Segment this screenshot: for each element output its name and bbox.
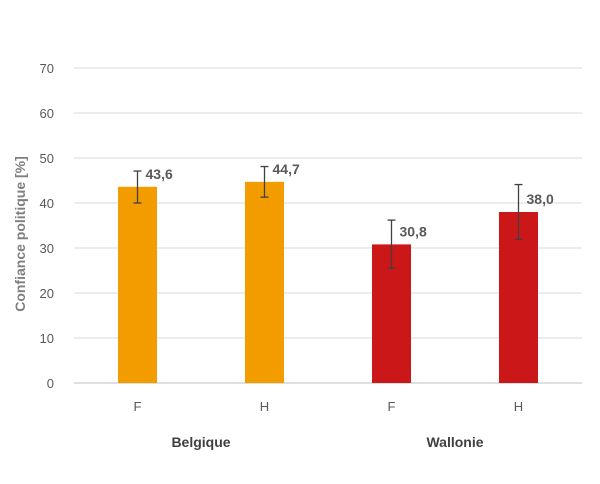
gridlines (74, 67, 582, 384)
bars (118, 181, 538, 383)
x-tick-label: H (514, 399, 523, 414)
error-bars (133, 165, 523, 269)
group-label: Wallonie (426, 434, 483, 450)
y-tick-label: 20 (40, 286, 54, 301)
group-label: Belgique (171, 434, 230, 450)
y-tick-label: 0 (47, 376, 54, 391)
bar (245, 181, 284, 383)
data-label: 44,7 (273, 161, 300, 177)
x-tick-label: F (388, 399, 396, 414)
y-tick-label: 70 (40, 61, 54, 76)
y-tick-label: 10 (40, 331, 54, 346)
y-tick-label: 60 (40, 106, 54, 121)
y-axis-title: Confiance politique [%] (12, 156, 28, 312)
data-label: 43,6 (146, 166, 173, 182)
x-tick-label: F (134, 399, 142, 414)
value-labels: 43,6 44,7 30,8 38,0 (146, 161, 554, 240)
bar (118, 186, 157, 383)
y-tick-label: 30 (40, 241, 54, 256)
bar (499, 212, 538, 383)
y-tick-label: 50 (40, 151, 54, 166)
x-tick-label: H (260, 399, 269, 414)
group-labels: Belgique Wallonie (171, 434, 483, 450)
y-tick-labels: 0 10 20 30 40 50 60 70 (40, 61, 54, 391)
data-label: 38,0 (527, 191, 554, 207)
y-tick-label: 40 (40, 196, 54, 211)
data-label: 30,8 (400, 223, 427, 239)
